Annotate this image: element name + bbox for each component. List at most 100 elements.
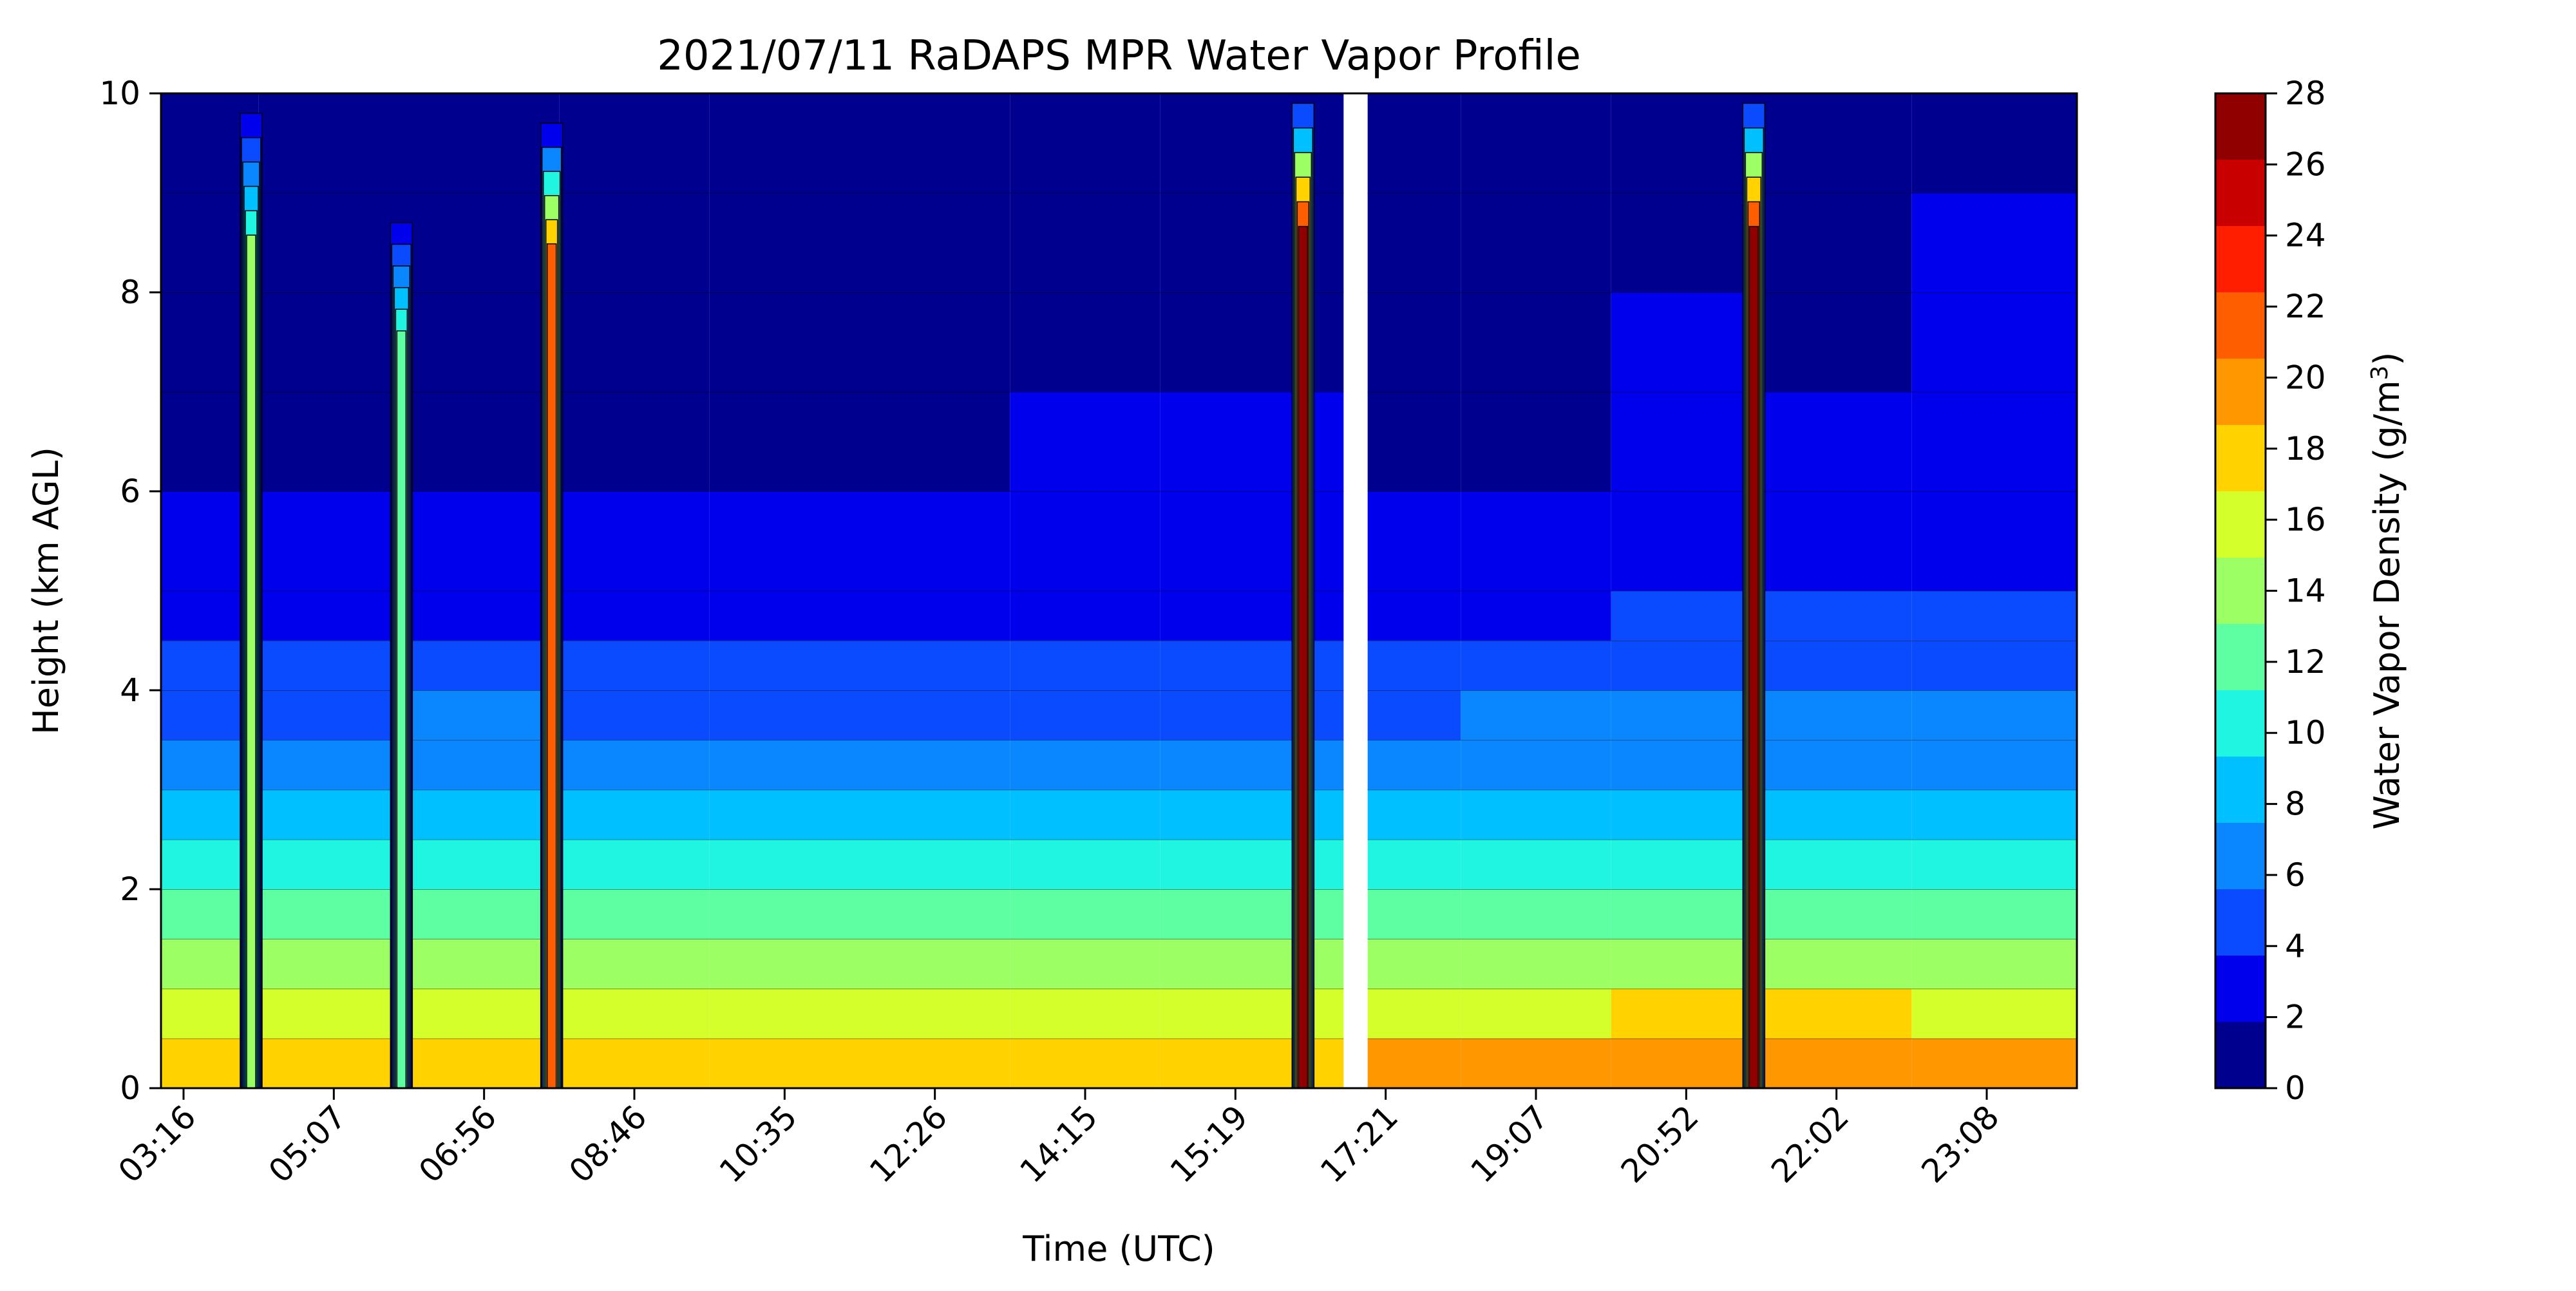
heatmap-cell [709, 491, 860, 591]
heatmap-cell [258, 1038, 409, 1088]
heatmap-cell [1367, 640, 1461, 690]
heatmap-cell [1010, 1038, 1160, 1088]
heatmap-cell [1611, 491, 1761, 591]
y-tick-label: 10 [99, 75, 140, 112]
heatmap-cell [1761, 839, 1912, 889]
heatmap-cell [709, 939, 860, 989]
heatmap-cell [860, 590, 1010, 641]
heatmap-cell [1911, 292, 2077, 392]
heatmap-cell [709, 740, 860, 790]
heatmap-cell [409, 640, 560, 690]
heatmap-cell [559, 740, 710, 790]
heatmap-cell [559, 988, 710, 1039]
heatmap-cell [1010, 988, 1160, 1039]
heatmap-cell [709, 789, 860, 840]
heatmap-cell [1611, 93, 1761, 193]
heatmap-cell [409, 889, 560, 939]
heatmap-cell [1911, 740, 2077, 790]
heatmap-cell [1160, 590, 1344, 641]
heatmap-cell [709, 292, 860, 392]
heatmap-cell [1461, 939, 1611, 989]
heatmap-cell [409, 939, 560, 989]
colorbar-label-main: Water Vapor Density (g/m [2367, 381, 2407, 830]
colorbar-tick-label: 18 [2285, 430, 2326, 467]
heatmap-cell [409, 391, 560, 491]
chart-title: 2021/07/11 RaDAPS MPR Water Vapor Profil… [657, 32, 1581, 80]
heatmap-cell [1010, 391, 1160, 491]
heatmap-cell [1911, 690, 2077, 740]
colorbar-tick-label: 8 [2285, 786, 2306, 823]
heatmap-cell [1911, 640, 2077, 690]
heatmap-cell [709, 590, 860, 641]
heatmap-cell [1611, 590, 1761, 641]
heatmap-cell [1461, 640, 1611, 690]
colorbar-tick-label: 2 [2285, 999, 2306, 1036]
heatmap-cell [409, 1038, 560, 1088]
x-tick-label: 23:08 [1915, 1098, 2007, 1190]
y-tick-label: 4 [120, 672, 140, 709]
heatmap-cell [1160, 640, 1344, 690]
heatmap-cell [1010, 839, 1160, 889]
heatmap-cell [709, 640, 860, 690]
colorbar-tick-label: 12 [2285, 643, 2326, 681]
heatmap-cell [1367, 193, 1461, 292]
heatmap-cell [258, 491, 409, 591]
heatmap-cell [258, 292, 409, 392]
heatmap-cell [258, 988, 409, 1039]
heatmap-cell [1160, 690, 1344, 740]
heatmap-cell [1611, 193, 1761, 292]
heatmap-cell [1461, 690, 1611, 740]
spike-band [546, 243, 557, 1089]
y-tick-label: 8 [120, 274, 140, 311]
heatmap-cell [1911, 839, 2077, 889]
heatmap-cell [1761, 939, 1912, 989]
heatmap-cell [709, 93, 860, 193]
colorbar-tick-label: 10 [2285, 714, 2326, 751]
heatmap-cell [860, 292, 1010, 392]
colorbar-tick-label: 6 [2285, 856, 2306, 894]
x-axis: 03:16 05:07 06:56 08:46 10:35 12:26 14:15 15:19… [111, 1088, 2007, 1190]
heatmap-cell [1367, 1038, 1461, 1088]
heatmap-cell [1010, 193, 1160, 292]
heatmap-cell [860, 988, 1010, 1039]
heatmap-cell [1911, 789, 2077, 840]
heatmap-cell [1461, 391, 1611, 491]
heatmap-cell [1461, 292, 1611, 392]
heatmap-cell [409, 193, 560, 292]
heatmap-cell [559, 93, 710, 193]
y-tick-label: 6 [120, 473, 140, 510]
heatmap-cell [1761, 590, 1912, 641]
heatmap-cell [709, 690, 860, 740]
heatmap-cell [409, 292, 560, 392]
heatmap-cell [1761, 391, 1912, 491]
heatmap-cell [1761, 988, 1912, 1039]
heatmap-cell [559, 1038, 710, 1088]
heatmap-cell [1160, 939, 1344, 989]
heatmap-cell [1461, 1038, 1611, 1088]
heatmap-cell [559, 690, 710, 740]
heatmap-cell [709, 839, 860, 889]
heatmap-cell [860, 740, 1010, 790]
heatmap-cell [258, 789, 409, 840]
colorbar-swatch [2215, 956, 2266, 1022]
colorbar-tick-label: 24 [2285, 217, 2326, 254]
heatmap-cell [559, 789, 710, 840]
heatmap-cell [1010, 889, 1160, 939]
y-tick-label: 0 [120, 1070, 140, 1107]
plot-area [160, 92, 2078, 1089]
heatmap-cell [1010, 292, 1160, 392]
heatmap-cell [258, 391, 409, 491]
heatmap-cell [1611, 939, 1761, 989]
colorbar-swatch [2215, 226, 2266, 292]
heatmap-cell [1160, 988, 1344, 1039]
x-tick-label: 06:56 [412, 1098, 504, 1190]
heatmap-cell [1461, 193, 1611, 292]
colorbar-swatch [2215, 823, 2266, 889]
colorbar-swatch [2215, 93, 2266, 160]
heatmap-cell [1367, 889, 1461, 939]
heatmap-cell [409, 590, 560, 641]
heatmap-cell [860, 839, 1010, 889]
x-tick-label: 15:19 [1163, 1098, 1255, 1190]
x-tick-label: 17:21 [1313, 1098, 1405, 1190]
heatmap-cell [1611, 1038, 1761, 1088]
